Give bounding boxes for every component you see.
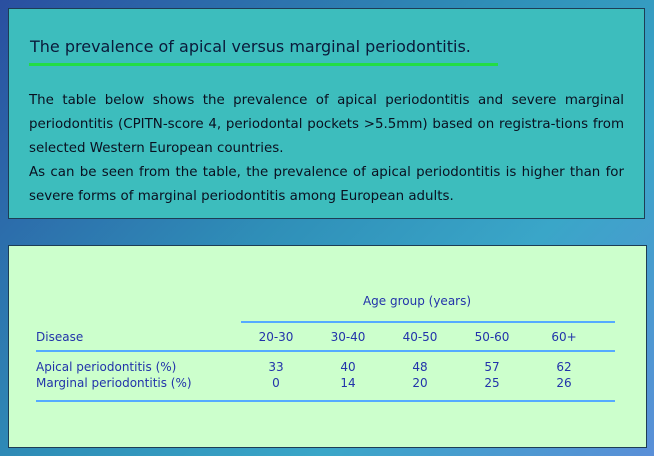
cell: 40 bbox=[340, 360, 356, 374]
title-underline bbox=[29, 63, 498, 66]
column-header: 60+ bbox=[551, 330, 577, 344]
cell: 0 bbox=[272, 376, 280, 390]
cell: 57 bbox=[484, 360, 500, 374]
intro-text: The table below shows the prevalence of … bbox=[29, 89, 624, 209]
cell: 14 bbox=[340, 376, 356, 390]
column-header: 20-30 bbox=[258, 330, 294, 344]
row-label: Apical periodontitis (%) bbox=[36, 360, 177, 374]
rule bbox=[36, 400, 615, 402]
cell: 25 bbox=[484, 376, 500, 390]
cell: 33 bbox=[268, 360, 284, 374]
column-header: 50-60 bbox=[474, 330, 510, 344]
cell: 62 bbox=[556, 360, 572, 374]
cell: 26 bbox=[556, 376, 572, 390]
paragraph: As can be seen from the table, the preva… bbox=[29, 165, 624, 204]
cell: 48 bbox=[412, 360, 428, 374]
intro-panel: The prevalence of apical versus marginal… bbox=[8, 8, 645, 219]
row-label: Marginal periodontitis (%) bbox=[36, 376, 192, 390]
table-caption: Age group (years) bbox=[362, 294, 472, 308]
column-header: 30-40 bbox=[330, 330, 366, 344]
paragraph: The table below shows the prevalence of … bbox=[29, 93, 624, 156]
rule bbox=[36, 350, 615, 352]
rule bbox=[241, 321, 615, 323]
column-header: 40-50 bbox=[402, 330, 438, 344]
title: The prevalence of apical versus marginal… bbox=[30, 37, 471, 56]
column-header: Disease bbox=[36, 330, 84, 344]
cell: 20 bbox=[412, 376, 428, 390]
table-panel: Age group (years) Disease 20-30 30-40 40-50… bbox=[8, 245, 647, 448]
